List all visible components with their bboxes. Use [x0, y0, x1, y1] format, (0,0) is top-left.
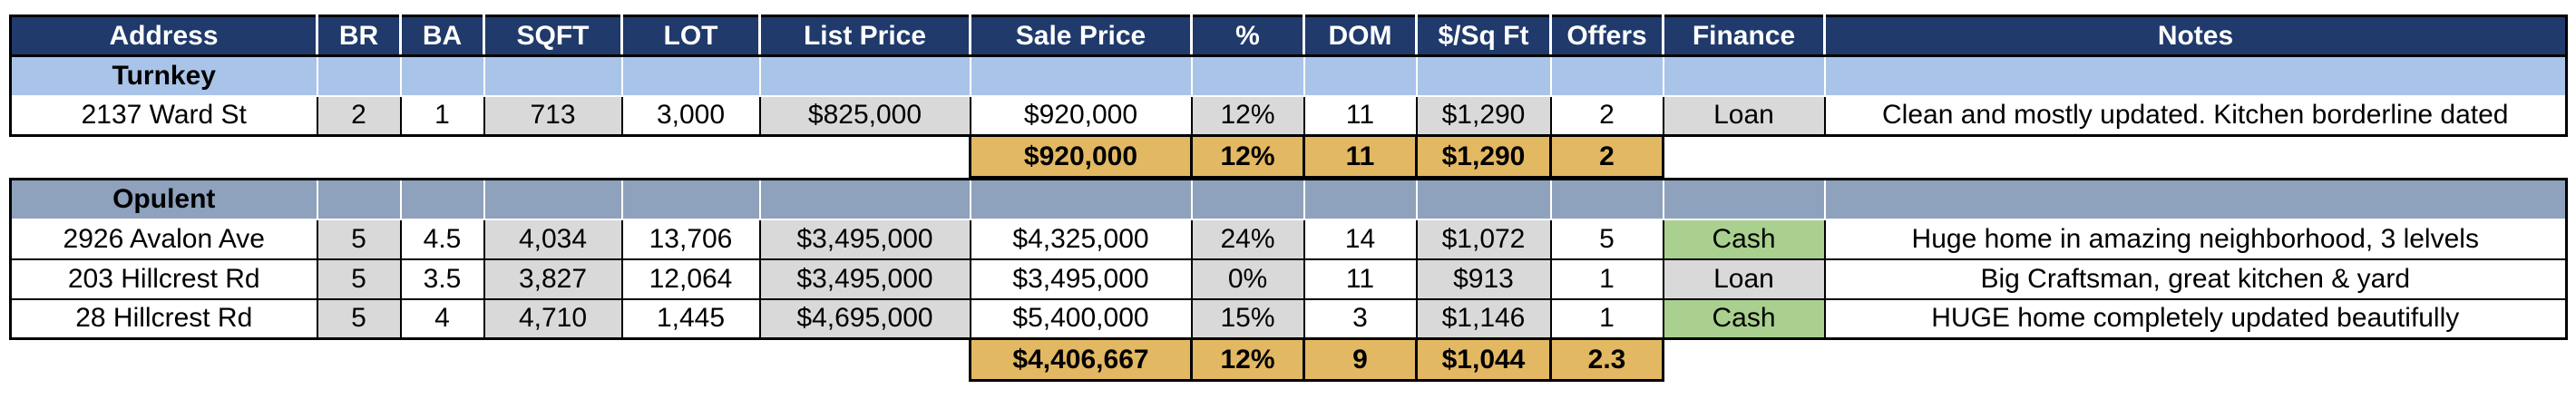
- cell-offers[interactable]: 2: [1549, 94, 1664, 137]
- cell-notes[interactable]: Big Craftsman, great kitchen & yard: [1823, 258, 2568, 300]
- summary-dom[interactable]: 9: [1303, 337, 1418, 382]
- cell-offers[interactable]: 1: [1549, 258, 1664, 300]
- header-sqft[interactable]: SQFT: [483, 15, 623, 57]
- cell-percent[interactable]: 15%: [1190, 297, 1305, 340]
- header-finance[interactable]: Finance: [1662, 15, 1826, 57]
- header-notes[interactable]: Notes: [1823, 15, 2568, 57]
- header-br[interactable]: BR: [316, 15, 402, 57]
- cell-offers[interactable]: 5: [1549, 218, 1664, 260]
- cell-address[interactable]: 28 Hillcrest Rd: [9, 297, 318, 340]
- cell-dom[interactable]: 11: [1303, 94, 1418, 137]
- cell-notes[interactable]: Clean and mostly updated. Kitchen border…: [1823, 94, 2568, 137]
- cell-sqft[interactable]: 4,034: [483, 218, 623, 260]
- cell-lot[interactable]: 12,064: [620, 258, 761, 300]
- cell-list-price[interactable]: $4,695,000: [758, 297, 971, 340]
- summary-offers[interactable]: 2.3: [1549, 337, 1664, 382]
- section-row-turnkey: Turnkey: [9, 54, 2568, 97]
- cell-sale-price[interactable]: $920,000: [969, 94, 1193, 137]
- cell-list-price[interactable]: $3,495,000: [758, 258, 971, 300]
- summary-row-turnkey: $920,000 12% 11 $1,290 2: [11, 134, 2567, 179]
- summary-sale-price[interactable]: $4,406,667: [969, 337, 1193, 382]
- cell-sqft[interactable]: 713: [483, 94, 623, 137]
- table-row: 203 Hillcrest Rd 5 3.5 3,827 12,064 $3,4…: [9, 258, 2568, 300]
- table-row: 28 Hillcrest Rd 5 4 4,710 1,445 $4,695,0…: [9, 297, 2568, 340]
- cell-address[interactable]: 2926 Avalon Ave: [9, 218, 318, 260]
- summary-percent[interactable]: 12%: [1190, 134, 1305, 179]
- summary-row-opulent: $4,406,667 12% 9 $1,044 2.3: [11, 337, 2567, 382]
- header-price-per-sqft[interactable]: $/Sq Ft: [1415, 15, 1552, 57]
- section-label[interactable]: Turnkey: [9, 54, 318, 97]
- cell-ba[interactable]: 1: [399, 94, 485, 137]
- cell-percent[interactable]: 0%: [1190, 258, 1305, 300]
- header-ba[interactable]: BA: [399, 15, 485, 57]
- cell-percent[interactable]: 24%: [1190, 218, 1305, 260]
- cell-address[interactable]: 203 Hillcrest Rd: [9, 258, 318, 300]
- cell-sale-price[interactable]: $4,325,000: [969, 218, 1193, 260]
- cell-price-per-sqft[interactable]: $1,072: [1415, 218, 1552, 260]
- header-dom[interactable]: DOM: [1303, 15, 1418, 57]
- cell-list-price[interactable]: $825,000: [758, 94, 971, 137]
- cell-lot[interactable]: 13,706: [620, 218, 761, 260]
- summary-offers[interactable]: 2: [1549, 134, 1664, 179]
- turnkey-table: Address BR BA SQFT LOT List Price Sale P…: [9, 15, 2568, 179]
- header-offers[interactable]: Offers: [1549, 15, 1664, 57]
- table-row: 2926 Avalon Ave 5 4.5 4,034 13,706 $3,49…: [9, 218, 2568, 260]
- cell-lot[interactable]: 3,000: [620, 94, 761, 137]
- cell-dom[interactable]: 3: [1303, 297, 1418, 340]
- cell-finance[interactable]: Cash: [1662, 218, 1826, 260]
- summary-percent[interactable]: 12%: [1190, 337, 1305, 382]
- cell-sale-price[interactable]: $3,495,000: [969, 258, 1193, 300]
- cell-br[interactable]: 5: [316, 297, 402, 340]
- cell-finance[interactable]: Loan: [1662, 258, 1826, 300]
- cell-lot[interactable]: 1,445: [620, 297, 761, 340]
- cell-notes[interactable]: Huge home in amazing neighborhood, 3 lel…: [1823, 218, 2568, 260]
- cell-sqft[interactable]: 3,827: [483, 258, 623, 300]
- opulent-table: Opulent 2926 Avalon Ave 5 4.5 4,034 13,7…: [9, 178, 2568, 382]
- cell-dom[interactable]: 14: [1303, 218, 1418, 260]
- header-list-price[interactable]: List Price: [758, 15, 971, 57]
- summary-price-per-sqft[interactable]: $1,044: [1415, 337, 1552, 382]
- cell-price-per-sqft[interactable]: $1,146: [1415, 297, 1552, 340]
- header-sale-price[interactable]: Sale Price: [969, 15, 1193, 57]
- cell-br[interactable]: 5: [316, 258, 402, 300]
- section-row-opulent: Opulent: [9, 178, 2568, 220]
- cell-sqft[interactable]: 4,710: [483, 297, 623, 340]
- cell-list-price[interactable]: $3,495,000: [758, 218, 971, 260]
- cell-offers[interactable]: 1: [1549, 297, 1664, 340]
- cell-ba[interactable]: 3.5: [399, 258, 485, 300]
- cell-finance[interactable]: Loan: [1662, 94, 1826, 137]
- cell-address[interactable]: 2137 Ward St: [9, 94, 318, 137]
- cell-dom[interactable]: 11: [1303, 258, 1418, 300]
- cell-finance[interactable]: Cash: [1662, 297, 1826, 340]
- section-label[interactable]: Opulent: [9, 178, 318, 220]
- header-percent[interactable]: %: [1190, 15, 1305, 57]
- header-row: Address BR BA SQFT LOT List Price Sale P…: [9, 15, 2568, 57]
- summary-price-per-sqft[interactable]: $1,290: [1415, 134, 1552, 179]
- header-address[interactable]: Address: [9, 15, 318, 57]
- cell-notes[interactable]: HUGE home completely updated beautifully: [1823, 297, 2568, 340]
- table-row: 2137 Ward St 2 1 713 3,000 $825,000 $920…: [9, 94, 2568, 137]
- cell-br[interactable]: 5: [316, 218, 402, 260]
- summary-dom[interactable]: 11: [1303, 134, 1418, 179]
- cell-br[interactable]: 2: [316, 94, 402, 137]
- summary-sale-price[interactable]: $920,000: [969, 134, 1193, 179]
- cell-price-per-sqft[interactable]: $1,290: [1415, 94, 1552, 137]
- cell-percent[interactable]: 12%: [1190, 94, 1305, 137]
- cell-sale-price[interactable]: $5,400,000: [969, 297, 1193, 340]
- header-lot[interactable]: LOT: [620, 15, 761, 57]
- cell-ba[interactable]: 4.5: [399, 218, 485, 260]
- cell-ba[interactable]: 4: [399, 297, 485, 340]
- cell-price-per-sqft[interactable]: $913: [1415, 258, 1552, 300]
